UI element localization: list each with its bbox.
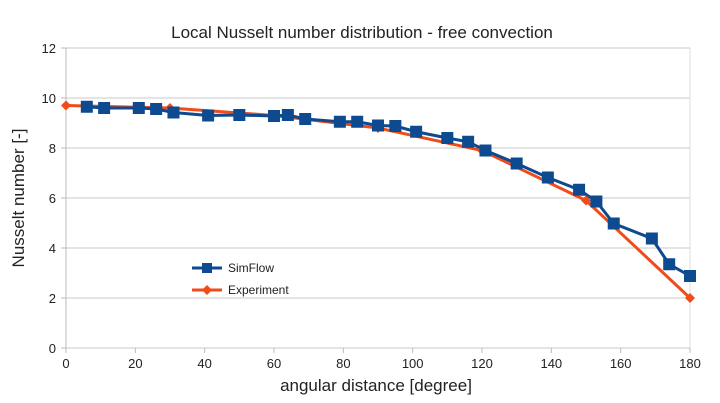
y-axis-label: Nusselt number [-] [9, 129, 28, 268]
experiment-point [61, 100, 71, 111]
simflow-point [479, 144, 492, 157]
y-tick-label: 2 [49, 291, 56, 306]
y-tick-label: 6 [49, 191, 56, 206]
x-tick-label: 100 [402, 356, 424, 371]
simflow-point [462, 135, 475, 148]
simflow-point [80, 100, 93, 113]
simflow-point [663, 258, 676, 271]
simflow-point [607, 217, 620, 230]
experiment-point [685, 293, 695, 303]
simflow-point [167, 106, 180, 119]
simflow-point [590, 195, 603, 208]
chart-title: Local Nusselt number distribution - free… [171, 23, 553, 42]
x-axis-label: angular distance [degree] [280, 376, 472, 395]
simflow-point [389, 120, 402, 132]
simflow-point [573, 183, 586, 196]
simflow-point [441, 132, 454, 144]
y-tick-label: 12 [42, 41, 56, 56]
simflow-point [645, 232, 658, 245]
x-tick-label: 0 [62, 356, 69, 371]
simflow-point [281, 109, 294, 121]
legend-experiment-label: Experiment [228, 283, 289, 297]
y-tick-label: 0 [49, 341, 56, 356]
x-tick-label: 40 [197, 356, 211, 371]
simflow-point [98, 102, 111, 114]
x-tick-label: 20 [128, 356, 142, 371]
simflow-point [202, 109, 215, 122]
y-tick-label: 4 [49, 241, 56, 256]
legend-experiment-marker [202, 285, 212, 295]
simflow-point [684, 270, 696, 282]
simflow-point [150, 103, 163, 115]
x-tick-label: 80 [336, 356, 350, 371]
y-tick-label: 10 [42, 91, 56, 106]
legend-simflow-marker [202, 263, 212, 273]
simflow-point [372, 119, 384, 132]
simflow-line [86, 105, 691, 278]
simflow-point [510, 157, 523, 170]
experiment-point [581, 195, 591, 206]
y-tick-label: 8 [49, 141, 56, 156]
simflow-point [299, 113, 312, 125]
x-tick-label: 140 [540, 356, 562, 371]
simflow-point [410, 125, 423, 138]
x-tick-label: 120 [471, 356, 493, 371]
legend-simflow-label: SimFlow [228, 261, 274, 275]
simflow-point [132, 102, 145, 114]
x-tick-label: 180 [679, 356, 701, 371]
simflow-point [351, 115, 364, 128]
simflow-point [541, 171, 554, 184]
x-tick-label: 60 [267, 356, 281, 371]
legend: SimFlow Experiment [192, 261, 289, 297]
x-tick-label: 160 [610, 356, 632, 371]
simflow-point [333, 115, 346, 128]
simflow-point [233, 109, 246, 121]
simflow-point [268, 110, 280, 122]
